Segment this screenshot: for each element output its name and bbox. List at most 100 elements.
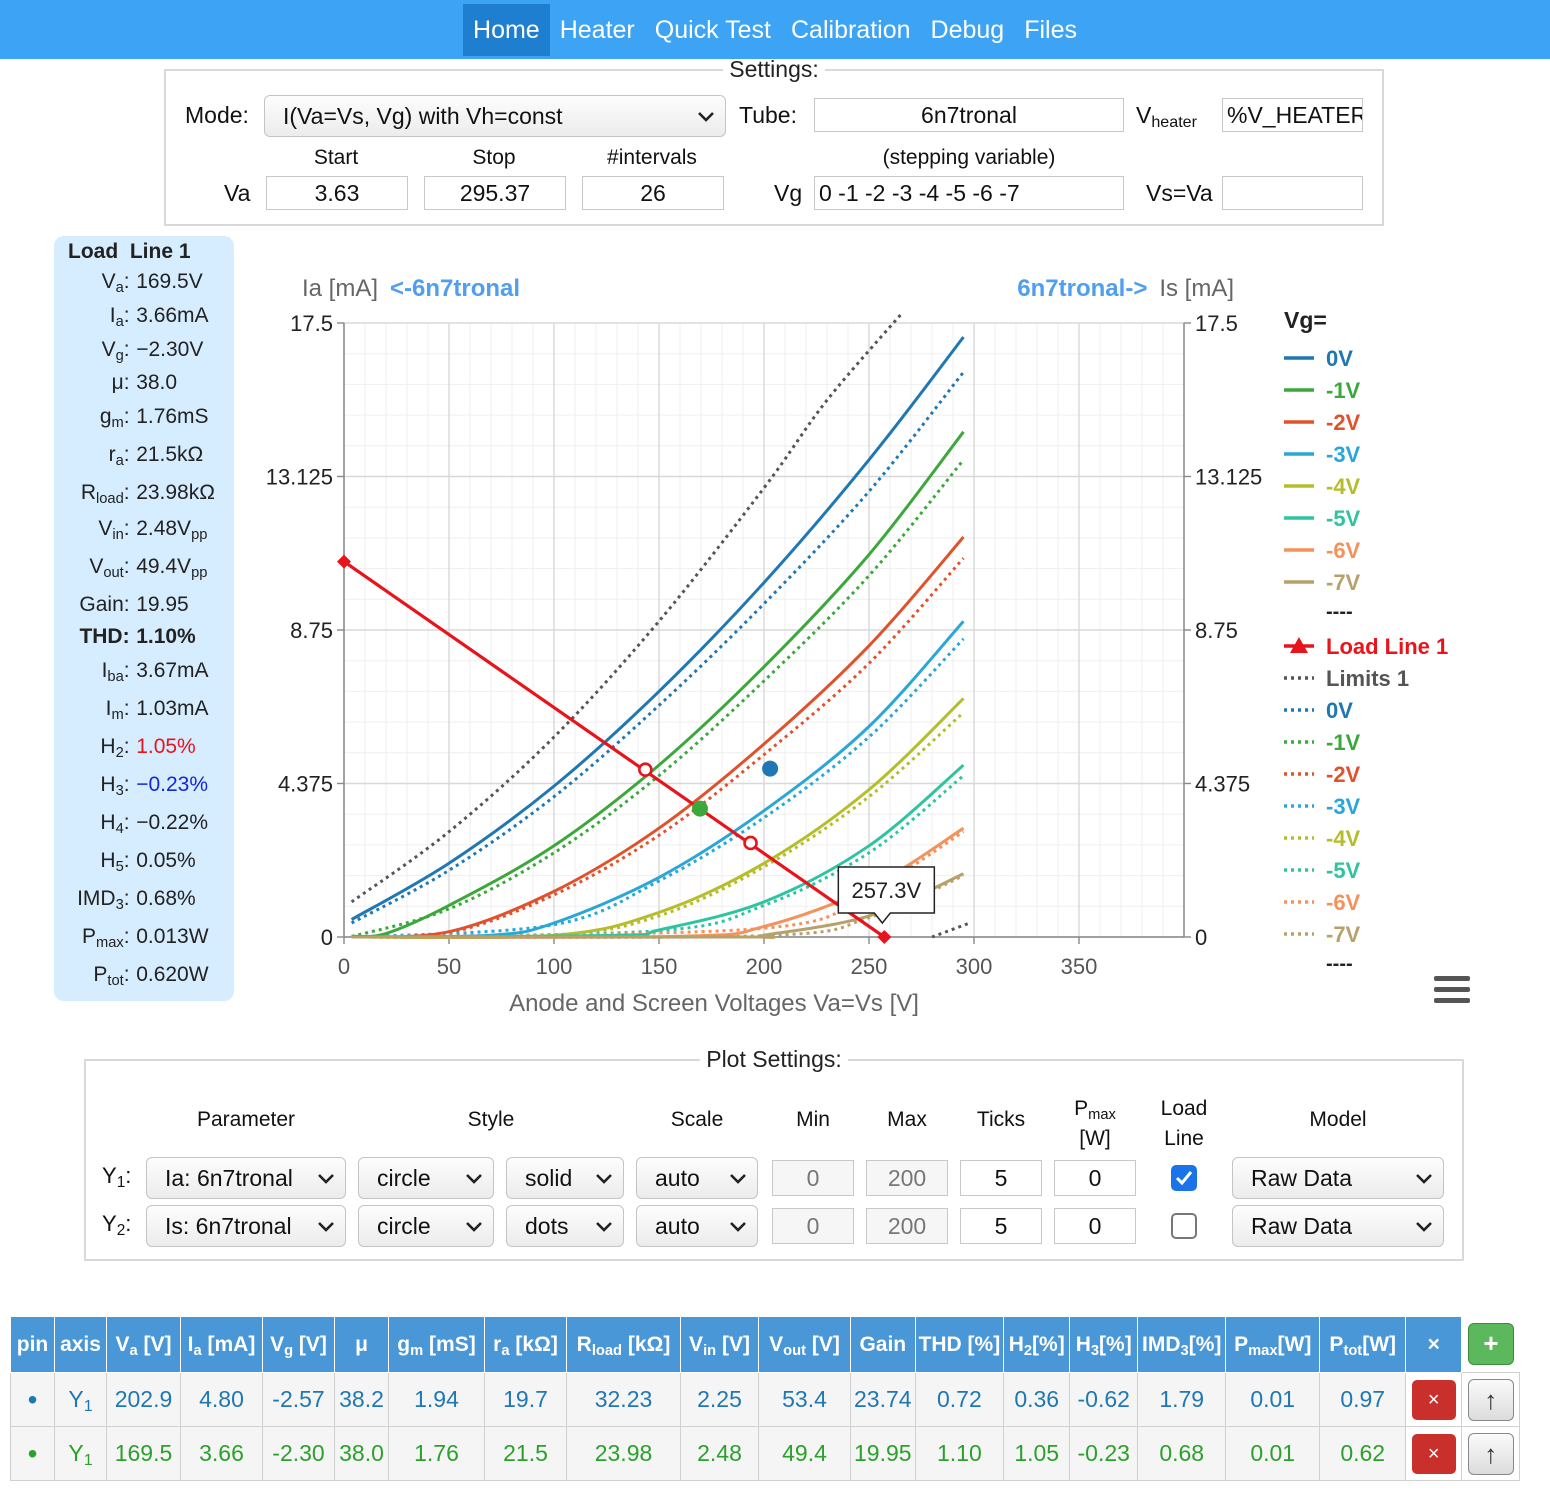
vheater-label: Vheater: [1136, 102, 1197, 130]
nav-tab-calibration[interactable]: Calibration: [791, 15, 911, 44]
chart-menu-icon[interactable]: [1434, 976, 1470, 1004]
delete-row-button[interactable]: ×: [1411, 1379, 1456, 1420]
move-up-button[interactable]: ↑: [1467, 1432, 1514, 1475]
va-stop-input[interactable]: 295.37: [424, 176, 566, 210]
load-line-key-colon: :: [123, 811, 130, 834]
legend-item-is[interactable]: -2V: [1284, 762, 1361, 787]
vg-input[interactable]: 0 -1 -2 -3 -4 -5 -6 -7: [814, 176, 1124, 210]
parameter-select[interactable]: Is: 6n7tronal: [146, 1205, 346, 1247]
legend-item-ia[interactable]: -7V: [1284, 570, 1361, 595]
load-line-checkbox[interactable]: [1171, 1165, 1197, 1191]
delete-cell: ×: [1405, 1426, 1463, 1481]
ticks-input[interactable]: 5: [960, 1208, 1042, 1244]
va-intervals-input[interactable]: 26: [582, 176, 724, 210]
delete-row-button[interactable]: ×: [1411, 1433, 1456, 1474]
va-start-input[interactable]: 3.63: [266, 176, 408, 210]
x-tick-label: 200: [746, 954, 783, 979]
operating-point[interactable]: [762, 760, 779, 777]
legend-item-ia[interactable]: -2V: [1284, 410, 1361, 435]
load-line-key-colon: :: [123, 443, 130, 466]
tube-input[interactable]: 6n7tronal: [814, 98, 1124, 132]
legend-label: -5V: [1326, 858, 1361, 883]
move-up-button[interactable]: ↑: [1467, 1378, 1514, 1421]
min-input[interactable]: 0: [772, 1160, 854, 1196]
mode-select[interactable]: I(Va=Vs, Vg) with Vh=const: [264, 95, 726, 137]
legend-item-is[interactable]: -1V: [1284, 730, 1361, 755]
load-line-key-sub: ba: [107, 669, 124, 685]
load-line-end-marker[interactable]: [337, 554, 351, 569]
results-header: Ia [mA]: [180, 1316, 263, 1373]
nav-tab-debug[interactable]: Debug: [930, 15, 1005, 44]
scale-select[interactable]: auto: [636, 1205, 758, 1247]
marker-style-select[interactable]: circle: [358, 1205, 494, 1247]
legend-item-load-line[interactable]: Load Line 1: [1284, 634, 1448, 659]
load-line-end-marker[interactable]: [877, 930, 892, 944]
max-input[interactable]: 200: [866, 1160, 948, 1196]
line-style-select[interactable]: dots: [506, 1205, 624, 1247]
legend-item-is[interactable]: -7V: [1284, 922, 1361, 947]
legend-item-ia[interactable]: -3V: [1284, 442, 1361, 467]
max-input[interactable]: 200: [866, 1208, 948, 1244]
legend-label: -6V: [1326, 890, 1361, 915]
load-line-value-main: 3.66mA: [136, 304, 209, 327]
load-line-row: Iba: 3.67mA: [54, 659, 234, 689]
legend-item-ia[interactable]: -5V: [1284, 506, 1361, 531]
legend-item-is[interactable]: -5V: [1284, 858, 1361, 883]
line-style-select-value: dots: [525, 1213, 569, 1239]
load-line-key-sub: 4: [115, 821, 124, 837]
col-stepping-label: (stepping variable): [882, 146, 1056, 169]
legend-label: Load Line 1: [1326, 634, 1448, 659]
load-line-key: Pmax:: [82, 925, 130, 950]
legend-item-limits[interactable]: Limits 1: [1284, 666, 1409, 691]
nav-tab-home[interactable]: Home: [463, 3, 550, 56]
model-select[interactable]: Raw Data: [1232, 1205, 1444, 1247]
ticks-input[interactable]: 5: [960, 1160, 1042, 1196]
pin-cell[interactable]: •: [10, 1372, 55, 1427]
results-header-row: pin axis Va [V] Ia [mA] Vg [V] μ gm [mS] ra [kΩ…: [10, 1316, 1520, 1373]
nav-tab-files[interactable]: Files: [1024, 15, 1077, 44]
plot-axis-label-colon: :: [125, 1163, 132, 1188]
parameter-select[interactable]: Ia: 6n7tronal: [146, 1157, 346, 1199]
results-header-unit: [%]: [1099, 1332, 1132, 1356]
x-tick-label: 150: [641, 954, 678, 979]
load-line-key-main: H: [100, 849, 116, 872]
marker-style-select[interactable]: circle: [358, 1157, 494, 1199]
min-input[interactable]: 0: [772, 1208, 854, 1244]
pmax-input[interactable]: 0: [1054, 1208, 1136, 1244]
load-line-row: Rload: 23.98kΩ: [54, 481, 234, 511]
scale-select[interactable]: auto: [636, 1157, 758, 1199]
model-select[interactable]: Raw Data: [1232, 1157, 1444, 1199]
ia-series-line: [351, 536, 965, 939]
legend-item-is[interactable]: -3V: [1284, 794, 1361, 819]
legend-item-is[interactable]: -6V: [1284, 890, 1361, 915]
chevron-down-icon: [1415, 1206, 1433, 1246]
add-row-button[interactable]: +: [1467, 1323, 1514, 1366]
vheater-input[interactable]: %V_HEATER: [1222, 98, 1363, 132]
table-cell: 0.36: [1003, 1372, 1071, 1427]
pin-cell[interactable]: •: [10, 1426, 55, 1481]
chevron-down-icon: [729, 1206, 747, 1246]
legend-item-ia[interactable]: 0V: [1284, 346, 1353, 371]
legend-item-is[interactable]: -4V: [1284, 826, 1361, 851]
load-line-value-main: 23.98kΩ: [136, 481, 215, 504]
nav-tab-quick-test[interactable]: Quick Test: [654, 15, 771, 44]
legend-item-ia[interactable]: -6V: [1284, 538, 1361, 563]
operating-point[interactable]: [691, 800, 708, 817]
results-header: H2[%]: [1003, 1316, 1071, 1373]
line-style-select[interactable]: solid: [506, 1157, 624, 1199]
legend-item-ia[interactable]: -1V: [1284, 378, 1361, 403]
load-line-key-sub: out: [103, 565, 124, 581]
legend-title: Vg=: [1284, 307, 1327, 333]
legend-item-is[interactable]: 0V: [1284, 698, 1353, 723]
load-line-row: Ptot: 0.620W: [54, 963, 234, 993]
nav-tab-heater[interactable]: Heater: [559, 15, 635, 44]
load-line-value: 1.03mA: [133, 697, 208, 721]
vs-input[interactable]: [1222, 176, 1363, 210]
load-line-checkbox[interactable]: [1171, 1213, 1197, 1239]
pmax-input[interactable]: 0: [1054, 1160, 1136, 1196]
legend-label: 0V: [1326, 698, 1353, 723]
results-header-sub: a: [501, 1342, 510, 1359]
chevron-down-icon: [595, 1206, 613, 1246]
vs-label: Vs=Va: [1146, 180, 1213, 206]
legend-item-ia[interactable]: -4V: [1284, 474, 1361, 499]
